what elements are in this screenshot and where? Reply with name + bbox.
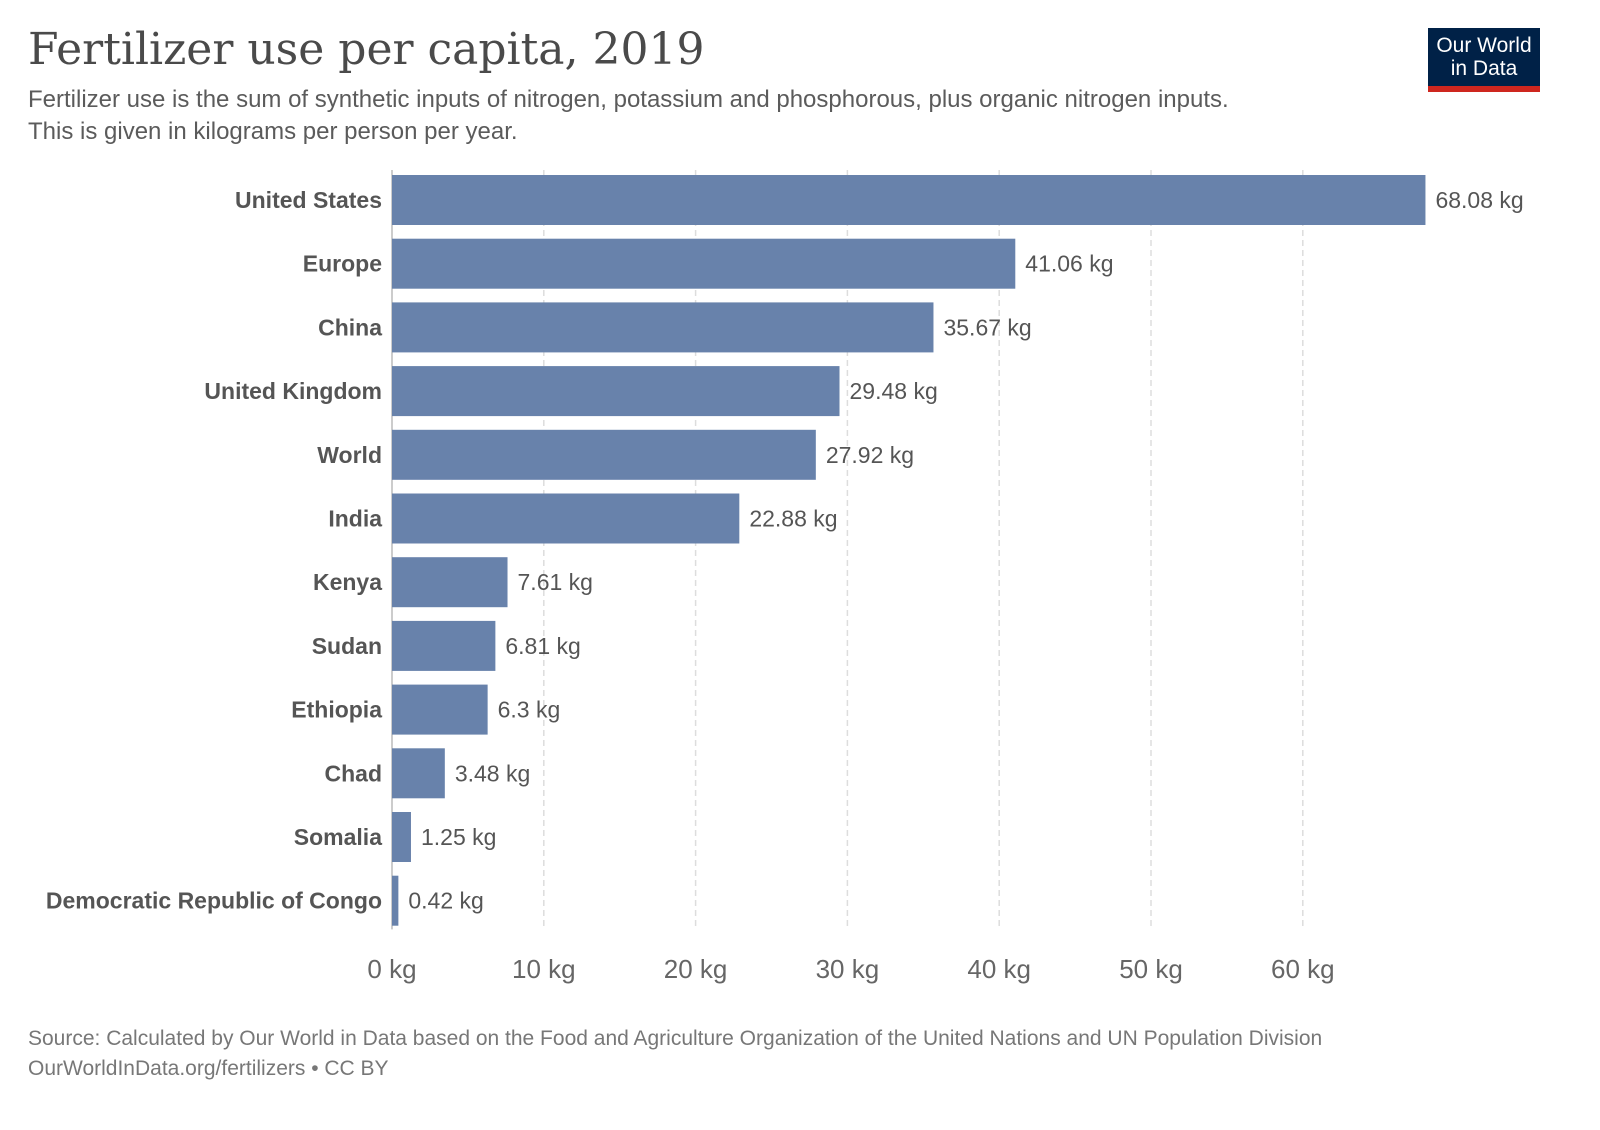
bar [392, 493, 740, 544]
value-label: 6.3 kg [498, 697, 561, 723]
source-note: Source: Calculated by Our World in Data … [28, 1027, 1323, 1050]
chart-subtitle: Fertilizer use is the sum of synthetic i… [28, 84, 1408, 148]
subtitle-line: Fertilizer use is the sum of synthetic i… [28, 86, 1229, 113]
x-tick-label: 20 kg [664, 954, 728, 984]
value-label: 7.61 kg [518, 569, 593, 595]
category-label: India [328, 506, 382, 532]
category-label: China [318, 314, 382, 340]
value-label: 35.67 kg [943, 314, 1031, 340]
bar [392, 875, 399, 926]
bar [392, 238, 1016, 289]
category-label: Kenya [313, 569, 382, 595]
chart-title: Fertilizer use per capita, 2019 [28, 24, 705, 75]
bar [392, 175, 1426, 225]
value-label: 0.42 kg [408, 888, 483, 914]
value-label: 6.81 kg [505, 633, 580, 659]
value-label: 1.25 kg [421, 824, 496, 850]
category-label: Somalia [294, 824, 382, 850]
category-label: World [317, 442, 382, 468]
x-tick-label: 60 kg [1271, 954, 1335, 984]
x-tick-label: 50 kg [1119, 954, 1183, 984]
bar [392, 557, 508, 608]
category-label: United Kingdom [204, 378, 382, 404]
value-label: 3.48 kg [455, 760, 530, 786]
url-license[interactable]: OurWorldInData.org/fertilizers • CC BY [28, 1057, 389, 1080]
x-tick-label: 10 kg [512, 954, 576, 984]
bar [392, 748, 445, 799]
x-tick-label: 0 kg [367, 954, 416, 984]
x-tick-label: 40 kg [967, 954, 1031, 984]
logo-line: Our World [1436, 34, 1532, 57]
footer: Source: Calculated by Our World in Data … [28, 1024, 1322, 1084]
bar [392, 429, 816, 480]
value-label: 68.08 kg [1435, 187, 1523, 213]
category-label: Sudan [312, 633, 382, 659]
owid-logo[interactable]: Our World in Data [1428, 28, 1540, 92]
bar [392, 620, 496, 671]
x-tick-label: 30 kg [816, 954, 880, 984]
bar [392, 684, 488, 735]
value-label: 29.48 kg [850, 378, 938, 404]
category-label: Chad [325, 760, 383, 786]
category-label: Ethiopia [291, 697, 382, 723]
category-label: Europe [303, 251, 382, 277]
logo-line: in Data [1450, 57, 1518, 80]
bar-chart: 0 kg 10 kg 20 kg 30 kg 40 kg 50 kg 60 kg United… [46, 170, 1524, 984]
bar [392, 366, 840, 417]
bar [392, 812, 411, 862]
bar [392, 302, 934, 353]
value-label: 22.88 kg [749, 506, 837, 532]
value-label: 41.06 kg [1025, 251, 1113, 277]
category-label: United States [235, 187, 382, 213]
category-label: Democratic Republic of Congo [46, 888, 382, 914]
subtitle-line: This is given in kilograms per person pe… [28, 118, 518, 145]
value-label: 27.92 kg [826, 442, 914, 468]
